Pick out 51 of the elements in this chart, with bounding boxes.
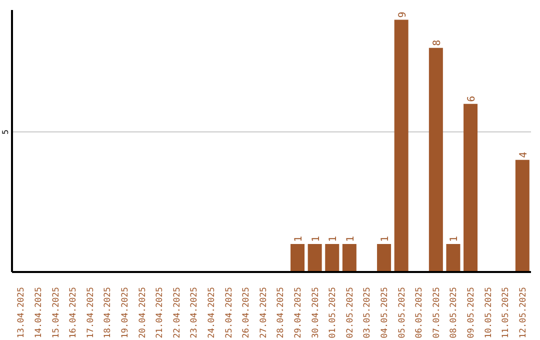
x-tick-label: 29.04.2025: [293, 287, 304, 338]
bar: [308, 244, 322, 272]
x-tick-label: 28.04.2025: [276, 287, 286, 338]
data-label: 6: [466, 96, 478, 102]
data-label: 1: [294, 236, 305, 242]
x-tick-label: 23.04.2025: [190, 287, 200, 338]
data-label: 1: [310, 236, 322, 242]
bar: [377, 244, 392, 272]
x-tick-label: 27.04.2025: [258, 287, 269, 338]
x-tick-label: 17.04.2025: [86, 287, 96, 338]
bar: [342, 244, 356, 272]
bar: [325, 244, 340, 272]
bar: [464, 104, 478, 272]
x-tick-label: 20.04.2025: [138, 287, 148, 338]
data-label: 4: [518, 152, 530, 158]
x-tick-label: 24.04.2025: [206, 287, 217, 338]
x-tick-label: 07.05.2025: [432, 287, 442, 338]
x-tick-label: 16.04.2025: [68, 287, 79, 338]
x-tick-label: 13.04.2025: [16, 287, 27, 338]
x-tick-label: 15.04.2025: [51, 287, 62, 338]
x-tick-label: 05.05.2025: [397, 287, 408, 338]
x-tick-label: 04.05.2025: [380, 287, 390, 338]
data-label: 1: [380, 236, 392, 242]
x-tick-label: 12.05.2025: [518, 287, 528, 338]
x-tick-label: 08.05.2025: [449, 287, 460, 338]
data-label: 9: [397, 12, 408, 18]
x-tick-label: 26.04.2025: [242, 287, 252, 338]
x-tick-label: 01.05.2025: [328, 287, 338, 338]
x-tick-label: 18.04.2025: [103, 287, 114, 338]
x-tick-label: 14.04.2025: [34, 287, 44, 338]
x-tick-label: 02.05.2025: [345, 287, 356, 338]
bar: [428, 48, 443, 272]
x-tick-label: 03.05.2025: [362, 287, 373, 338]
data-label: 8: [432, 40, 443, 46]
x-tick-label: 25.04.2025: [224, 287, 234, 338]
y-tick-label: 5: [1, 129, 10, 134]
data-label: 1: [345, 236, 356, 242]
x-tick-label: 09.05.2025: [466, 287, 476, 338]
data-label: 1: [328, 236, 340, 242]
x-tick-label: 06.05.2025: [414, 287, 425, 338]
bar: [394, 20, 408, 272]
x-tick-label: 19.04.2025: [120, 287, 130, 338]
bar: [446, 244, 460, 272]
bar: [290, 244, 305, 272]
x-tick-label: 22.04.2025: [172, 287, 182, 338]
x-tick-label: 30.04.2025: [310, 287, 321, 338]
x-tick-label: 11.05.2025: [501, 287, 512, 338]
data-label: 1: [449, 236, 460, 242]
x-tick-label: 10.05.2025: [484, 287, 494, 338]
bar: [515, 160, 530, 272]
x-tick-label: 21.04.2025: [155, 287, 166, 338]
